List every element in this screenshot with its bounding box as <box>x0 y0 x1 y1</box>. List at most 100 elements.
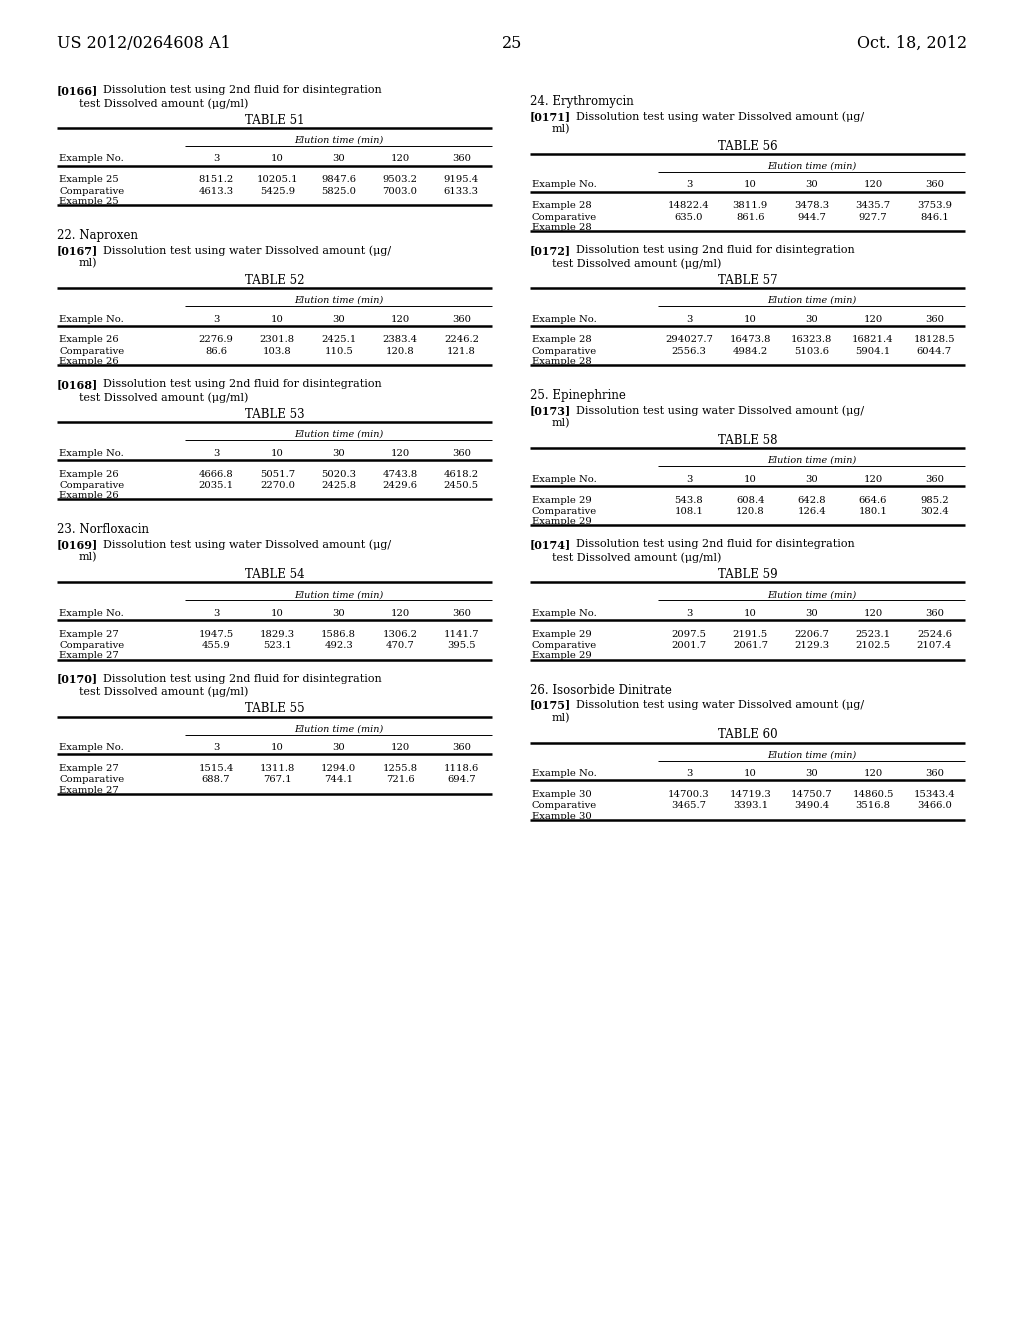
Text: 608.4: 608.4 <box>736 495 765 504</box>
Text: 5825.0: 5825.0 <box>322 186 356 195</box>
Text: 2270.0: 2270.0 <box>260 480 295 490</box>
Text: ml): ml) <box>79 552 97 562</box>
Text: 2383.4: 2383.4 <box>382 335 418 345</box>
Text: 110.5: 110.5 <box>325 347 353 356</box>
Text: 985.2: 985.2 <box>920 495 948 504</box>
Text: US 2012/0264608 A1: US 2012/0264608 A1 <box>57 36 230 51</box>
Text: 360: 360 <box>925 475 944 483</box>
Text: 3: 3 <box>213 449 219 458</box>
Text: 1294.0: 1294.0 <box>322 764 356 772</box>
Text: 360: 360 <box>452 609 471 618</box>
Text: Example 27: Example 27 <box>59 652 119 660</box>
Text: TABLE 58: TABLE 58 <box>718 434 777 447</box>
Text: Example 29: Example 29 <box>532 652 592 660</box>
Text: 22. Naproxen: 22. Naproxen <box>57 230 138 242</box>
Text: 6133.3: 6133.3 <box>443 186 479 195</box>
Text: 3: 3 <box>686 768 692 777</box>
Text: [0166]: [0166] <box>57 84 98 96</box>
Text: 4984.2: 4984.2 <box>733 347 768 356</box>
Text: 302.4: 302.4 <box>920 507 948 516</box>
Text: 120: 120 <box>390 314 410 323</box>
Text: 120: 120 <box>390 609 410 618</box>
Text: 16473.8: 16473.8 <box>729 335 771 345</box>
Text: Elution time (min): Elution time (min) <box>767 296 856 305</box>
Text: 25. Epinephrine: 25. Epinephrine <box>530 389 626 403</box>
Text: 360: 360 <box>452 743 471 752</box>
Text: 5020.3: 5020.3 <box>322 470 356 479</box>
Text: ml): ml) <box>552 713 570 723</box>
Text: 360: 360 <box>925 768 944 777</box>
Text: 120: 120 <box>863 609 883 618</box>
Text: 2556.3: 2556.3 <box>672 347 707 356</box>
Text: 2425.8: 2425.8 <box>322 480 356 490</box>
Text: 1586.8: 1586.8 <box>322 630 356 639</box>
Text: 2206.7: 2206.7 <box>795 630 829 639</box>
Text: 2246.2: 2246.2 <box>443 335 479 345</box>
Text: TABLE 54: TABLE 54 <box>245 569 304 581</box>
Text: 4613.3: 4613.3 <box>199 186 233 195</box>
Text: 3: 3 <box>213 609 219 618</box>
Text: 2102.5: 2102.5 <box>855 642 891 651</box>
Text: 3: 3 <box>213 743 219 752</box>
Text: 18128.5: 18128.5 <box>913 335 955 345</box>
Text: 10: 10 <box>743 475 757 483</box>
Text: 3393.1: 3393.1 <box>733 801 768 810</box>
Text: Elution time (min): Elution time (min) <box>294 136 383 145</box>
Text: 635.0: 635.0 <box>675 213 703 222</box>
Text: [0170]: [0170] <box>57 673 98 685</box>
Text: Comparative: Comparative <box>59 642 124 651</box>
Text: 120: 120 <box>863 314 883 323</box>
Text: 24. Erythromycin: 24. Erythromycin <box>530 95 634 108</box>
Text: Example 27: Example 27 <box>59 785 119 795</box>
Text: Example 29: Example 29 <box>532 517 592 527</box>
Text: Comparative: Comparative <box>59 775 124 784</box>
Text: 14822.4: 14822.4 <box>668 201 710 210</box>
Text: 944.7: 944.7 <box>798 213 826 222</box>
Text: 3478.3: 3478.3 <box>794 201 829 210</box>
Text: 744.1: 744.1 <box>325 775 353 784</box>
Text: Example 29: Example 29 <box>532 630 592 639</box>
Text: 26. Isosorbide Dinitrate: 26. Isosorbide Dinitrate <box>530 684 672 697</box>
Text: 14700.3: 14700.3 <box>669 789 710 799</box>
Text: 180.1: 180.1 <box>858 507 888 516</box>
Text: 2035.1: 2035.1 <box>199 480 233 490</box>
Text: 2129.3: 2129.3 <box>794 642 829 651</box>
Text: Example No.: Example No. <box>532 768 597 777</box>
Text: 9847.6: 9847.6 <box>322 176 356 185</box>
Text: 2301.8: 2301.8 <box>260 335 295 345</box>
Text: 721.6: 721.6 <box>386 775 415 784</box>
Text: 126.4: 126.4 <box>798 507 826 516</box>
Text: 9195.4: 9195.4 <box>443 176 479 185</box>
Text: 455.9: 455.9 <box>202 642 230 651</box>
Text: ml): ml) <box>552 418 570 429</box>
Text: TABLE 56: TABLE 56 <box>718 140 777 153</box>
Text: 103.8: 103.8 <box>263 347 292 356</box>
Text: 30: 30 <box>805 768 818 777</box>
Text: 2276.9: 2276.9 <box>199 335 233 345</box>
Text: 767.1: 767.1 <box>263 775 292 784</box>
Text: 3: 3 <box>213 314 219 323</box>
Text: 360: 360 <box>925 314 944 323</box>
Text: 3: 3 <box>686 181 692 189</box>
Text: 2425.1: 2425.1 <box>322 335 356 345</box>
Text: 2097.5: 2097.5 <box>672 630 707 639</box>
Text: Example 28: Example 28 <box>532 358 592 366</box>
Text: 470.7: 470.7 <box>386 642 415 651</box>
Text: 10: 10 <box>271 743 284 752</box>
Text: Elution time (min): Elution time (min) <box>294 725 383 734</box>
Text: [0168]: [0168] <box>57 379 98 391</box>
Text: [0172]: [0172] <box>530 246 571 256</box>
Text: [0174]: [0174] <box>530 540 571 550</box>
Text: Dissolution test using water Dissolved amount (μg/: Dissolution test using water Dissolved a… <box>575 700 864 710</box>
Text: 30: 30 <box>332 449 345 458</box>
Text: 2107.4: 2107.4 <box>916 642 952 651</box>
Text: Example No.: Example No. <box>59 743 124 752</box>
Text: Dissolution test using water Dissolved amount (μg/: Dissolution test using water Dissolved a… <box>575 405 864 416</box>
Text: 10: 10 <box>743 314 757 323</box>
Text: 492.3: 492.3 <box>325 642 353 651</box>
Text: 395.5: 395.5 <box>447 642 475 651</box>
Text: TABLE 53: TABLE 53 <box>245 408 304 421</box>
Text: Example 27: Example 27 <box>59 764 119 772</box>
Text: 360: 360 <box>452 154 471 164</box>
Text: Example 30: Example 30 <box>532 789 592 799</box>
